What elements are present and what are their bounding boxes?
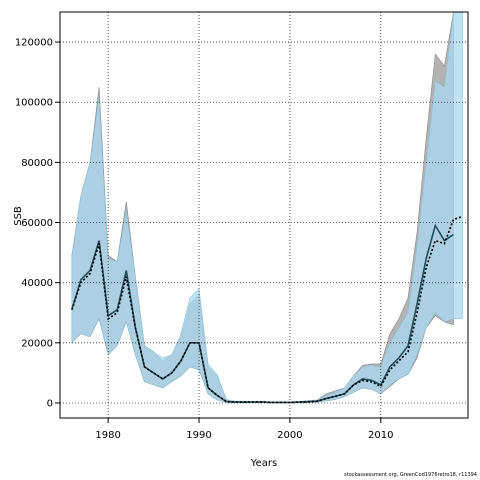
footer-credit: stockassessment.org, GreenCod1976retro18… <box>344 472 477 478</box>
y-tick-label-80000: 80000 <box>21 158 53 169</box>
x-tick-label-1990: 1990 <box>186 430 211 441</box>
y-axis: 0 20000 40000 60000 80000 100000 120000 <box>15 38 60 409</box>
x-tick-label-1980: 1980 <box>95 430 120 441</box>
y-axis-title: SSB <box>13 206 24 226</box>
x-tick-label-2010: 2010 <box>368 430 393 441</box>
y-tick-label-60000: 60000 <box>21 218 53 229</box>
series-layer <box>71 12 463 404</box>
blue-band <box>71 12 463 403</box>
x-axis-title: Years <box>250 458 277 469</box>
x-tick-label-2000: 2000 <box>277 430 302 441</box>
y-tick-label-120000: 120000 <box>15 38 53 49</box>
x-axis: 1980 1990 2000 2010 <box>95 418 393 441</box>
y-tick-label-100000: 100000 <box>15 98 53 109</box>
y-tick-label-20000: 20000 <box>21 338 53 349</box>
y-tick-label-0: 0 <box>47 398 53 409</box>
y-tick-label-40000: 40000 <box>21 278 53 289</box>
point-estimate-line <box>71 215 463 404</box>
grid-overlay <box>60 12 468 418</box>
plot-frame <box>59 11 469 419</box>
